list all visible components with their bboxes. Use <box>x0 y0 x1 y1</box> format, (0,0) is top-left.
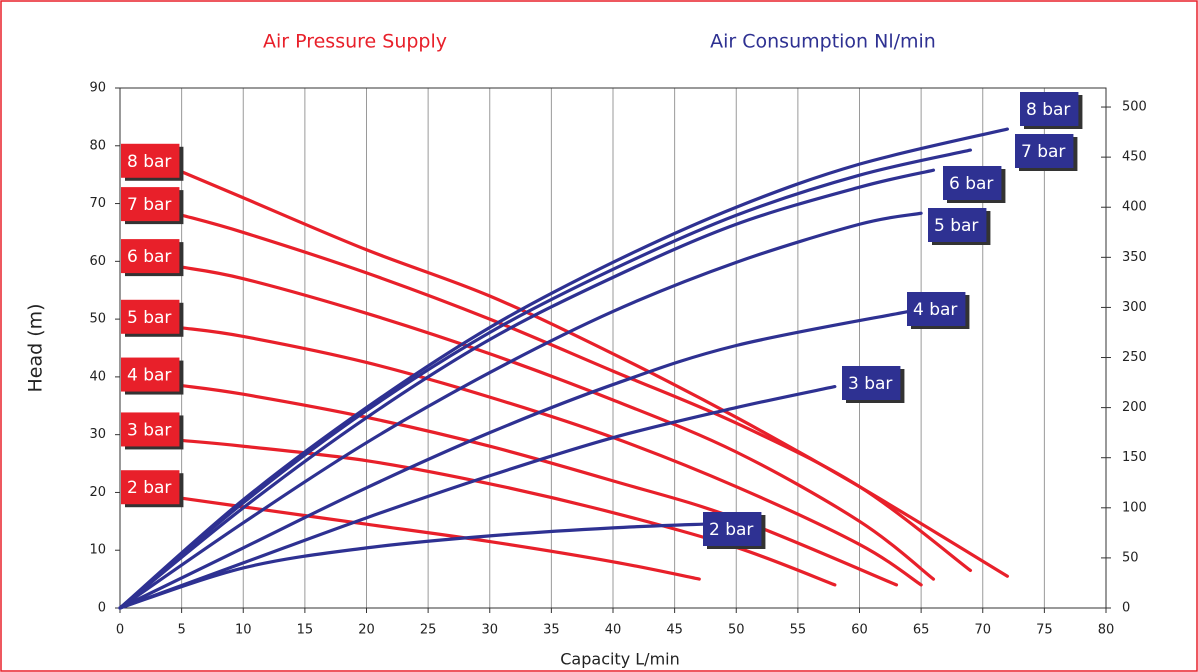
y2-tick-label: 200 <box>1122 400 1147 415</box>
y2-tick-label: 400 <box>1122 200 1147 215</box>
series-name: 7 bar <box>1021 142 1065 162</box>
series-line <box>118 384 837 610</box>
label-box <box>121 239 180 274</box>
series-name: 3 bar <box>127 420 171 440</box>
label-box <box>121 412 180 447</box>
series-line <box>118 211 923 610</box>
y-tick-label: 70 <box>89 196 106 211</box>
series-label: 5 bar <box>121 299 184 337</box>
y-tick-label: 20 <box>89 485 106 500</box>
x-tick-label: 50 <box>728 623 745 638</box>
series-label: 6 bar <box>121 239 184 277</box>
series-label: 4 bar <box>907 292 970 329</box>
series-name: 8 bar <box>1026 100 1070 120</box>
series-line <box>118 309 911 610</box>
x-tick-label: 65 <box>913 623 930 638</box>
series-line <box>118 522 714 610</box>
label-box <box>121 299 180 334</box>
series-line <box>180 213 973 573</box>
x-tick-label: 25 <box>420 623 437 638</box>
series-name: 4 bar <box>127 366 171 386</box>
y2-tick-label: 100 <box>1122 500 1147 515</box>
label-box <box>703 512 762 546</box>
y-axis-label: Head (m) <box>25 303 47 392</box>
x-tick-label: 20 <box>358 623 375 638</box>
series-name: 5 bar <box>127 308 171 328</box>
x-tick-label: 5 <box>177 623 185 638</box>
legend-title-consumption: Air Consumption Nl/min <box>710 31 936 53</box>
y2-tick-label: 150 <box>1122 450 1147 465</box>
label-box <box>121 357 180 392</box>
x-tick-label: 60 <box>851 623 868 638</box>
series-name: 6 bar <box>127 247 171 267</box>
y2-tick-label: 250 <box>1122 350 1147 365</box>
series-label: 7 bar <box>121 187 184 225</box>
label-box <box>1015 134 1074 168</box>
label-box <box>907 292 966 326</box>
series-label: 6 bar <box>943 166 1006 203</box>
label-box <box>1020 92 1079 126</box>
label-box <box>121 143 180 178</box>
series-line <box>180 265 936 581</box>
plot-frame <box>119 87 1107 609</box>
y2-tick-label: 50 <box>1122 550 1139 565</box>
y2-tick-label: 450 <box>1122 150 1147 165</box>
series-name: 5 bar <box>934 216 978 236</box>
series-line <box>118 168 936 610</box>
series-name: 2 bar <box>709 520 753 540</box>
series-label: 7 bar <box>1015 134 1078 171</box>
legend-title-pressure: Air Pressure Supply <box>263 31 447 53</box>
series-name: 8 bar <box>127 152 171 172</box>
y2-tick-label: 350 <box>1122 250 1147 265</box>
x-tick-label: 45 <box>666 623 683 638</box>
label-box <box>928 208 987 242</box>
x-tick-label: 10 <box>235 623 252 638</box>
series-name: 3 bar <box>848 374 892 394</box>
series-label: 3 bar <box>842 366 905 403</box>
series-label: 8 bar <box>121 143 184 181</box>
series-label: 2 bar <box>121 470 184 508</box>
y2-tick-label: 0 <box>1122 601 1130 616</box>
x-tick-label: 75 <box>1036 623 1053 638</box>
y-tick-label: 90 <box>89 81 106 96</box>
y-tick-label: 10 <box>89 543 106 558</box>
series-label: 3 bar <box>121 412 184 450</box>
y-tick-label: 30 <box>89 427 106 442</box>
x-tick-label: 35 <box>543 623 560 638</box>
label-box <box>121 187 180 222</box>
y2-tick-label: 300 <box>1122 300 1147 315</box>
y-tick-label: 40 <box>89 369 106 384</box>
x-tick-label: 30 <box>481 623 498 638</box>
x-tick-label: 40 <box>605 623 622 638</box>
label-box <box>121 470 180 505</box>
series-line <box>180 383 899 587</box>
series-label: 2 bar <box>703 512 766 549</box>
x-tick-label: 80 <box>1098 623 1115 638</box>
label-box <box>842 366 901 400</box>
x-axis-label: Capacity L/min <box>560 650 679 669</box>
y-tick-label: 80 <box>89 138 106 153</box>
x-tick-label: 70 <box>974 623 991 638</box>
series-name: 7 bar <box>127 195 171 215</box>
series-line <box>180 326 923 587</box>
label-box <box>943 166 1002 200</box>
x-tick-label: 55 <box>790 623 807 638</box>
series-name: 4 bar <box>913 300 957 320</box>
y2-tick-label: 500 <box>1122 100 1147 115</box>
series-label: 5 bar <box>928 208 991 245</box>
y-tick-label: 60 <box>89 254 106 269</box>
x-tick-label: 15 <box>297 623 314 638</box>
series-name: 2 bar <box>127 478 171 498</box>
x-tick-label: 0 <box>116 623 124 638</box>
y-tick-label: 0 <box>98 601 106 616</box>
series-name: 6 bar <box>949 174 993 194</box>
y-tick-label: 50 <box>89 312 106 327</box>
series-line <box>118 127 1009 610</box>
series-line <box>118 148 973 610</box>
series-label: 4 bar <box>121 357 184 395</box>
series-label: 8 bar <box>1020 92 1083 129</box>
